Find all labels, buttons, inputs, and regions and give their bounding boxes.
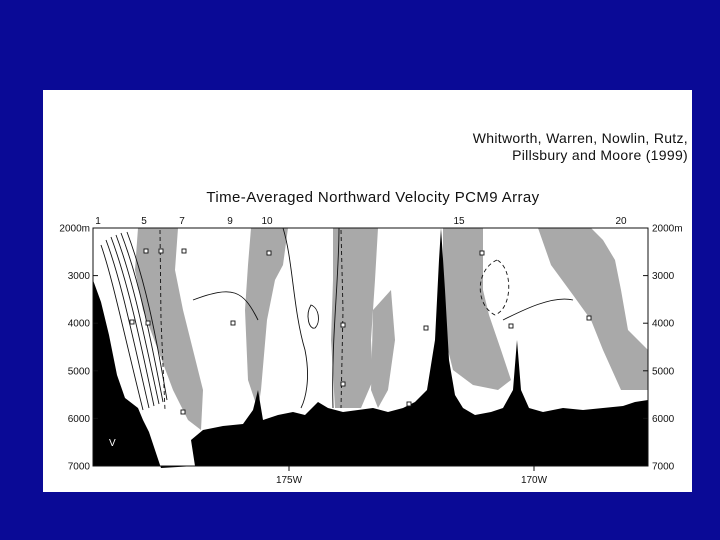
shaded-regions: [135, 228, 648, 430]
contour-line: [192, 291, 259, 321]
instrument-marker: [158, 248, 164, 254]
depth-tick-label: 7000: [68, 462, 91, 473]
contour-line: [282, 227, 308, 409]
instrument-marker: [340, 381, 346, 387]
instrument-markers: [129, 248, 592, 415]
plot-frame: [92, 227, 649, 467]
depth-tick-label: 3000: [68, 271, 91, 282]
shaded-region-mooring-10: [245, 228, 288, 410]
mooring-number-label: 20: [615, 216, 627, 227]
citation-line-1: Whitworth, Warren, Nowlin, Rutz,: [472, 130, 688, 146]
instrument-marker: [180, 409, 186, 415]
depth-tick-label: 3000: [652, 271, 675, 282]
contour-loop: [307, 304, 319, 329]
shaded-region-sliver: [371, 290, 395, 408]
instrument-marker: [143, 248, 149, 254]
contour-line: [100, 244, 144, 411]
instrument-marker: [586, 315, 592, 321]
contour-loop-dashed: [479, 259, 510, 316]
instrument-marker: [406, 401, 412, 407]
instrument-marker: [129, 319, 135, 325]
instrument-marker: [479, 250, 485, 256]
depth-axis-right: 2000m 3000 4000 5000 6000 7000: [643, 224, 683, 473]
citation: Whitworth, Warren, Nowlin, Rutz, Pillsbu…: [448, 130, 688, 164]
depth-tick-label: 2000m: [652, 224, 683, 235]
velocity-symbol: V: [109, 438, 116, 449]
depth-tick-label: 2000m: [59, 224, 90, 235]
instrument-marker: [145, 320, 151, 326]
longitude-axis: 175W 170W: [276, 466, 548, 486]
mooring-number-label: 5: [141, 216, 147, 227]
instrument-marker: [340, 322, 346, 328]
contour-lines: [100, 227, 574, 411]
citation-line-2: Pillsbury and Moore (1999): [512, 147, 688, 163]
mooring-number-label: 1: [95, 216, 101, 227]
contour-line: [110, 236, 155, 407]
figure-panel: Whitworth, Warren, Nowlin, Rutz, Pillsbu…: [43, 90, 692, 492]
shaded-region-west: [135, 228, 203, 430]
depth-tick-label: 6000: [652, 414, 675, 425]
mooring-number-label: 9: [227, 216, 233, 227]
depth-tick-label: 4000: [68, 319, 91, 330]
mooring-number-label: 10: [261, 216, 273, 227]
instrument-marker: [266, 250, 272, 256]
shaded-region-east-1: [443, 228, 511, 390]
depth-tick-label: 5000: [652, 366, 675, 377]
contour-line-dashed: [340, 229, 344, 409]
shaded-region-central: [331, 228, 378, 408]
contour-line: [126, 231, 168, 401]
mooring-number-label: 15: [453, 216, 465, 227]
contour-line: [120, 232, 164, 403]
velocity-section-chart: Time-Averaged Northward Velocity PCM9 Ar…: [59, 189, 683, 486]
instrument-marker: [181, 248, 187, 254]
shaded-region-east-2: [538, 228, 648, 390]
depth-tick-label: 7000: [652, 462, 675, 473]
depth-axis-left: 2000m 3000 4000 5000 6000 7000: [59, 224, 98, 473]
contour-line-dashed: [159, 229, 166, 411]
contour-line: [332, 227, 340, 409]
instrument-marker: [230, 320, 236, 326]
contour-line: [115, 234, 160, 405]
instrument-marker: [508, 323, 514, 329]
longitude-tick-label: 175W: [276, 475, 303, 486]
contour-line: [502, 298, 574, 321]
depth-tick-label: 4000: [652, 319, 675, 330]
mooring-label-group: 1 5 7 9 10 15 20: [95, 216, 627, 227]
contour-line: [105, 239, 150, 409]
depth-tick-label: 6000: [68, 414, 91, 425]
mooring-number-label: 7: [179, 216, 185, 227]
chart-title: Time-Averaged Northward Velocity PCM9 Ar…: [206, 189, 539, 206]
longitude-tick-label: 170W: [521, 475, 548, 486]
depth-tick-label: 5000: [68, 366, 91, 377]
bathymetry: [93, 228, 648, 468]
instrument-marker: [423, 325, 429, 331]
